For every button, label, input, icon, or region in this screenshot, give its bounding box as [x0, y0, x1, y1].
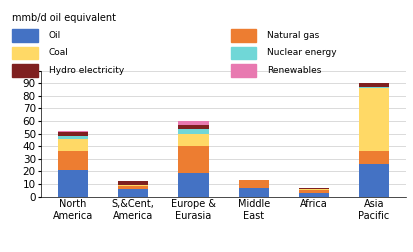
- FancyBboxPatch shape: [12, 64, 38, 77]
- FancyBboxPatch shape: [12, 29, 38, 42]
- Bar: [178, 129, 208, 134]
- Bar: [358, 88, 388, 151]
- Bar: [238, 180, 268, 188]
- Bar: [238, 188, 268, 197]
- Bar: [178, 134, 208, 146]
- Bar: [298, 188, 328, 189]
- Bar: [298, 193, 328, 197]
- Bar: [58, 132, 88, 136]
- Bar: [58, 170, 88, 197]
- FancyBboxPatch shape: [230, 47, 256, 59]
- FancyBboxPatch shape: [230, 29, 256, 42]
- Bar: [298, 190, 328, 193]
- Bar: [58, 151, 88, 170]
- FancyBboxPatch shape: [12, 47, 38, 59]
- Bar: [178, 173, 208, 197]
- Bar: [118, 181, 148, 185]
- Bar: [178, 125, 208, 129]
- Text: mmb/d oil equivalent: mmb/d oil equivalent: [12, 13, 116, 23]
- Bar: [58, 139, 88, 151]
- Bar: [358, 87, 388, 88]
- Text: Hydro electricity: Hydro electricity: [49, 66, 123, 75]
- Bar: [118, 189, 148, 197]
- Text: Oil: Oil: [49, 31, 61, 40]
- Bar: [178, 146, 208, 173]
- Bar: [58, 136, 88, 139]
- FancyBboxPatch shape: [230, 64, 256, 77]
- Bar: [358, 83, 388, 87]
- Bar: [358, 151, 388, 164]
- Text: Renewables: Renewables: [267, 66, 321, 75]
- Text: Natural gas: Natural gas: [267, 31, 319, 40]
- Bar: [58, 131, 88, 132]
- Text: Nuclear energy: Nuclear energy: [267, 48, 336, 57]
- Bar: [118, 186, 148, 189]
- Text: Coal: Coal: [49, 48, 69, 57]
- Bar: [118, 185, 148, 186]
- Bar: [178, 121, 208, 125]
- Bar: [298, 189, 328, 190]
- Bar: [358, 164, 388, 197]
